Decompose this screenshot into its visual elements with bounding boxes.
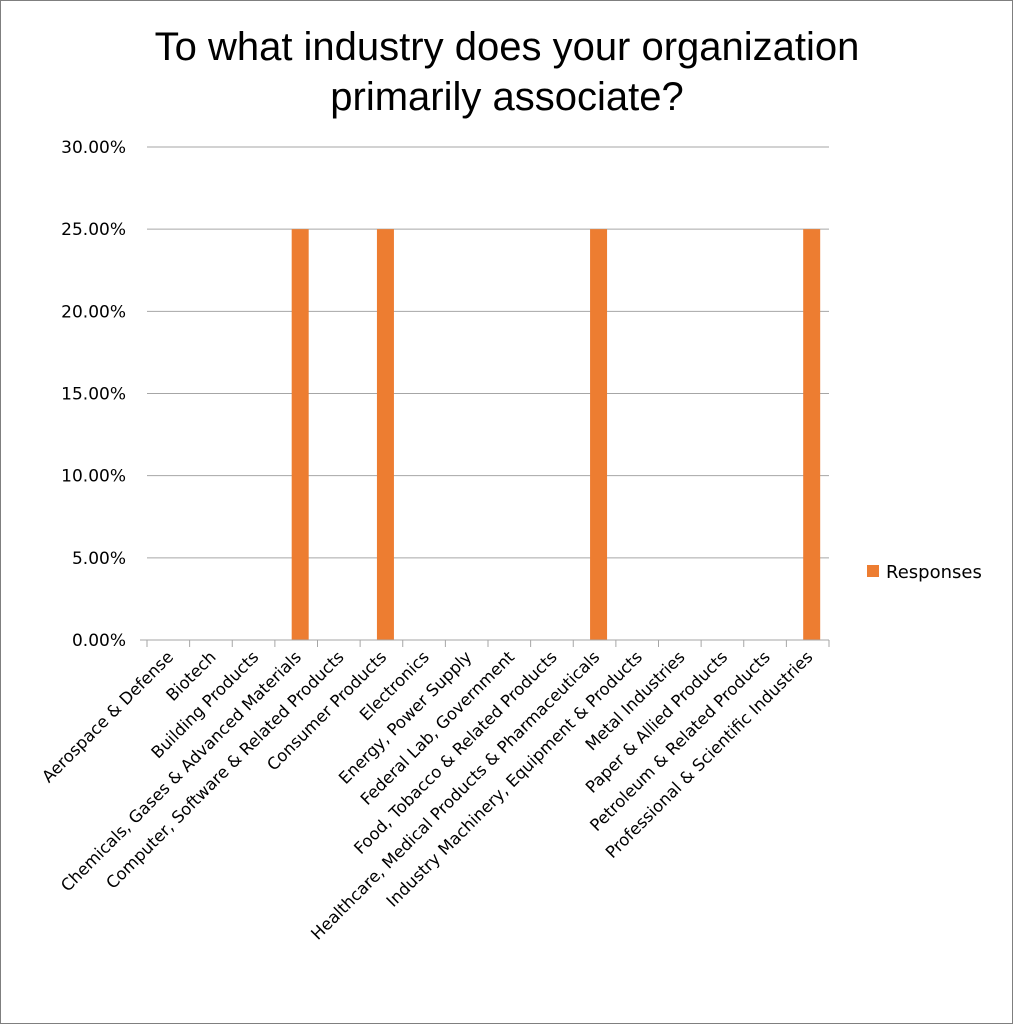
bar bbox=[291, 229, 309, 640]
y-tick-label: 10.00% bbox=[61, 467, 126, 487]
gridlines bbox=[147, 146, 829, 559]
y-tick-label: 0.00% bbox=[72, 631, 126, 651]
y-tick-label: 15.00% bbox=[61, 385, 126, 405]
bar bbox=[376, 229, 394, 640]
bars bbox=[291, 229, 821, 640]
y-tick-label: 20.00% bbox=[61, 302, 126, 322]
x-axis-ticks bbox=[146, 640, 830, 647]
legend-swatch-responses bbox=[867, 565, 879, 577]
chart-title: To what industry does your organization … bbox=[155, 25, 860, 119]
x-category-label: Aerospace & Defense bbox=[38, 647, 177, 786]
chart-title-line-2: primarily associate? bbox=[330, 75, 683, 119]
y-tick-label: 25.00% bbox=[61, 220, 126, 240]
y-tick-label: 30.00% bbox=[61, 138, 126, 158]
chart-title-line-1: To what industry does your organization bbox=[155, 25, 860, 69]
y-axis-tick-labels: 0.00% 5.00% 10.00% 15.00% 20.00% 25.00% 30.00% bbox=[61, 138, 126, 651]
legend-label-responses: Responses bbox=[886, 562, 982, 583]
bar bbox=[590, 229, 608, 640]
bar bbox=[803, 229, 821, 640]
legend: Responses bbox=[867, 562, 982, 583]
y-tick-label: 5.00% bbox=[72, 549, 126, 569]
